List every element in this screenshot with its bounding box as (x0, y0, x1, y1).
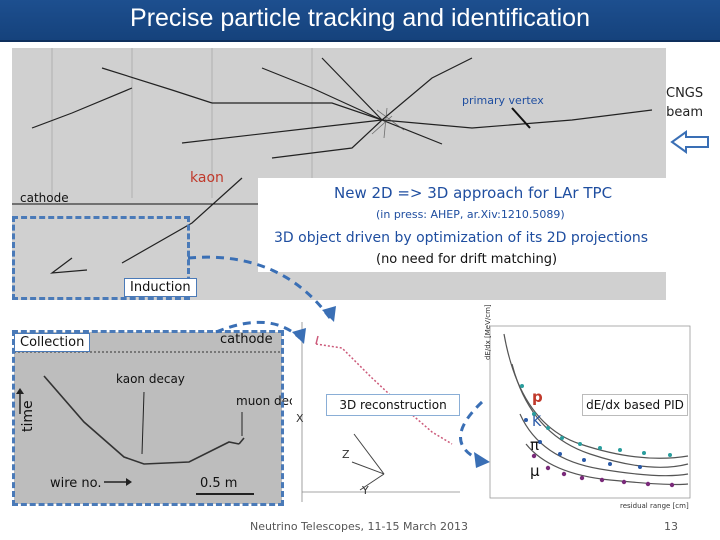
induction-tag: Induction (124, 278, 197, 297)
collection-tracks (14, 332, 282, 504)
axis-x-label: X (296, 412, 304, 425)
kaon-label: kaon (190, 170, 224, 186)
particle-pi-label: π (530, 436, 540, 454)
pid-panel: dE/dx [MeV/cm] residual range [cm] p K π… (460, 304, 692, 514)
title-bar: Precise particle tracking and identifica… (0, 0, 720, 42)
cngs-beam-label: CNGS beam (666, 84, 703, 122)
approach-title: New 2D => 3D approach for LAr TPC (334, 184, 613, 202)
wire-axis-label: wire no. (50, 476, 102, 491)
slide-footer: Neutrino Telescopes, 11-15 March 2013 (250, 520, 468, 533)
particle-p-label: p (532, 388, 543, 406)
particle-k-label: K (532, 414, 542, 430)
primary-vertex-label: primary vertex (462, 94, 544, 107)
particle-mu-label: μ (530, 462, 540, 480)
method-line-1: 3D object driven by optimization of its … (274, 230, 649, 246)
approach-textbox: New 2D => 3D approach for LAr TPC (in pr… (258, 178, 668, 272)
muon-decay-label: muon decay (236, 394, 311, 408)
reconstruction-panel: 3D reconstruction X Z Y (292, 316, 470, 502)
pid-x-axis-label: residual range [cm] (620, 502, 689, 510)
beam-arrow-icon (670, 130, 709, 154)
axis-z-label: Z (342, 448, 350, 461)
cngs-label-line2: beam (666, 105, 704, 120)
slide-title: Precise particle tracking and identifica… (130, 4, 590, 32)
cngs-label-line1: CNGS (666, 86, 704, 101)
collection-highlight-box (12, 330, 284, 506)
reconstruction-label: 3D reconstruction (326, 394, 460, 416)
collection-tag: Collection (14, 333, 91, 352)
axis-y-label: Y (362, 484, 369, 497)
cathode-label: cathode (20, 191, 69, 205)
press-note: (in press: AHEP, ar.Xiv:1210.5089) (376, 208, 565, 221)
scale-label: 0.5 m (200, 476, 238, 491)
page-number: 13 (664, 520, 678, 533)
collection-cathode-label: cathode (220, 332, 273, 347)
reconstruction-plot (301, 322, 470, 502)
kaon-decay-label: kaon decay (116, 372, 185, 386)
collection-view-image: cathode kaon decay muon decay time wire … (14, 332, 310, 504)
method-line-2: (no need for drift matching) (376, 252, 558, 267)
pid-label: dE/dx based PID (582, 394, 688, 416)
